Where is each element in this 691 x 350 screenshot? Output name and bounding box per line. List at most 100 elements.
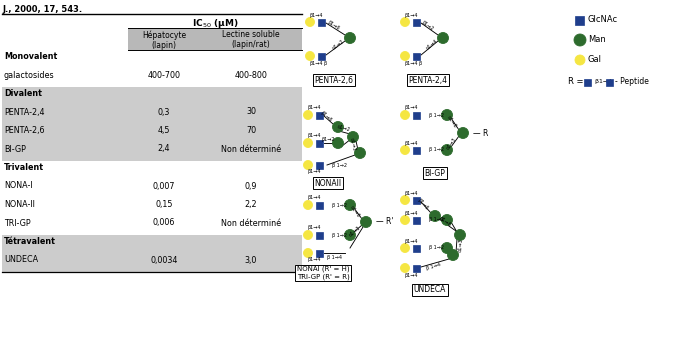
Text: β1→4: β1→4 (593, 79, 612, 84)
Circle shape (401, 196, 410, 204)
Text: β1→2: β1→2 (322, 136, 335, 141)
Circle shape (348, 132, 359, 142)
Text: 3,0: 3,0 (245, 256, 257, 265)
Circle shape (401, 264, 410, 273)
Text: β1→4: β1→4 (310, 62, 323, 66)
Text: β 1→2: β 1→2 (429, 245, 444, 251)
Bar (316, 161, 323, 168)
Text: β1→4: β1→4 (307, 105, 321, 111)
Text: 0,0034: 0,0034 (151, 256, 178, 265)
Text: β 1→4: β 1→4 (327, 254, 342, 259)
Circle shape (401, 244, 410, 252)
Text: Lectine soluble
(lapin/rat): Lectine soluble (lapin/rat) (223, 30, 280, 49)
Text: β1→4: β1→4 (307, 258, 321, 262)
Text: α1→3: α1→3 (348, 225, 362, 238)
Text: β: β (323, 62, 327, 66)
Bar (2, 87, 302, 105)
Circle shape (574, 34, 586, 46)
Text: β 1→2: β 1→2 (429, 217, 444, 223)
Text: 0,15: 0,15 (155, 200, 173, 209)
Circle shape (303, 248, 312, 258)
Text: β 1→2: β 1→2 (332, 162, 347, 168)
Text: 0,007: 0,007 (153, 182, 176, 190)
Bar (413, 147, 421, 154)
Text: α1→3: α1→3 (446, 137, 458, 151)
Text: IC$_{50}$ (μM): IC$_{50}$ (μM) (191, 17, 238, 30)
Text: NONAI (R' = H)
TRI-GP (R' = R): NONAI (R' = H) TRI-GP (R' = R) (296, 266, 350, 280)
Text: 0,3: 0,3 (158, 107, 170, 117)
Text: β 1→2: β 1→2 (332, 203, 347, 208)
Text: 2,4: 2,4 (158, 145, 170, 154)
Bar (2, 105, 302, 124)
Text: TRI-GP: TRI-GP (4, 218, 30, 228)
Text: 0,006: 0,006 (153, 218, 176, 228)
Text: 400-800: 400-800 (234, 70, 267, 79)
Text: NONA-I: NONA-I (4, 182, 32, 190)
Text: α1→3: α1→3 (457, 238, 464, 252)
Circle shape (305, 18, 314, 27)
Circle shape (442, 215, 453, 225)
Text: — R: — R (473, 128, 489, 138)
Text: α1→3: α1→3 (349, 138, 357, 152)
Text: Tétravalent: Tétravalent (4, 237, 56, 246)
Text: β1→6: β1→6 (319, 111, 332, 123)
Text: BI-GP: BI-GP (4, 145, 26, 154)
Text: Divalent: Divalent (4, 89, 42, 98)
Text: PENTA-2,4: PENTA-2,4 (408, 76, 448, 84)
Text: β 1→2: β 1→2 (429, 112, 444, 118)
Text: β1→6: β1→6 (417, 198, 429, 211)
Circle shape (401, 216, 410, 224)
Bar (413, 196, 421, 203)
Circle shape (401, 146, 410, 154)
Circle shape (442, 145, 453, 155)
Text: NONAII: NONAII (314, 178, 341, 188)
Text: β1→4: β1→4 (307, 196, 321, 201)
Circle shape (448, 250, 459, 260)
Text: β1→4: β1→4 (307, 169, 321, 175)
Text: α1→6: α1→6 (446, 115, 457, 129)
Text: β1→4: β1→4 (404, 190, 418, 196)
Circle shape (303, 231, 312, 239)
Bar (316, 250, 323, 257)
Circle shape (442, 110, 453, 120)
Circle shape (401, 18, 410, 27)
Text: β1→4: β1→4 (310, 13, 323, 18)
Circle shape (345, 33, 355, 43)
Text: 4,5: 4,5 (158, 126, 170, 135)
Bar (607, 78, 614, 85)
Circle shape (303, 201, 312, 210)
Circle shape (455, 230, 466, 240)
Bar (128, 28, 302, 50)
Text: α1→2: α1→2 (337, 125, 350, 133)
Text: Trivalent: Trivalent (4, 163, 44, 172)
Text: α1→4: α1→4 (425, 38, 439, 51)
Circle shape (361, 217, 372, 228)
Text: β1→4: β1→4 (404, 13, 418, 18)
Bar (413, 265, 421, 272)
Text: UNDECA: UNDECA (414, 286, 446, 294)
Circle shape (303, 111, 312, 119)
Bar (585, 78, 591, 85)
Text: 0,9: 0,9 (245, 182, 257, 190)
Bar (413, 112, 421, 119)
Text: β1→4: β1→4 (404, 273, 418, 278)
Text: β1→4: β1→4 (307, 225, 321, 231)
Text: UNDECA: UNDECA (4, 256, 38, 265)
Circle shape (442, 243, 453, 253)
Text: β1→4: β1→4 (404, 105, 418, 111)
Circle shape (332, 138, 343, 148)
Text: β 1→2: β 1→2 (332, 232, 347, 238)
Bar (413, 245, 421, 252)
Text: PENTA-2,4: PENTA-2,4 (4, 107, 44, 117)
Text: 70: 70 (246, 126, 256, 135)
Circle shape (303, 161, 312, 169)
Text: 30: 30 (246, 107, 256, 117)
Text: NONA-II: NONA-II (4, 200, 35, 209)
Circle shape (354, 147, 366, 159)
Text: β 1→4: β 1→4 (426, 262, 442, 271)
Bar (413, 52, 421, 60)
Text: 400-700: 400-700 (147, 70, 180, 79)
Text: β1→4: β1→4 (404, 210, 418, 216)
Bar (316, 202, 323, 209)
Bar (316, 112, 323, 119)
